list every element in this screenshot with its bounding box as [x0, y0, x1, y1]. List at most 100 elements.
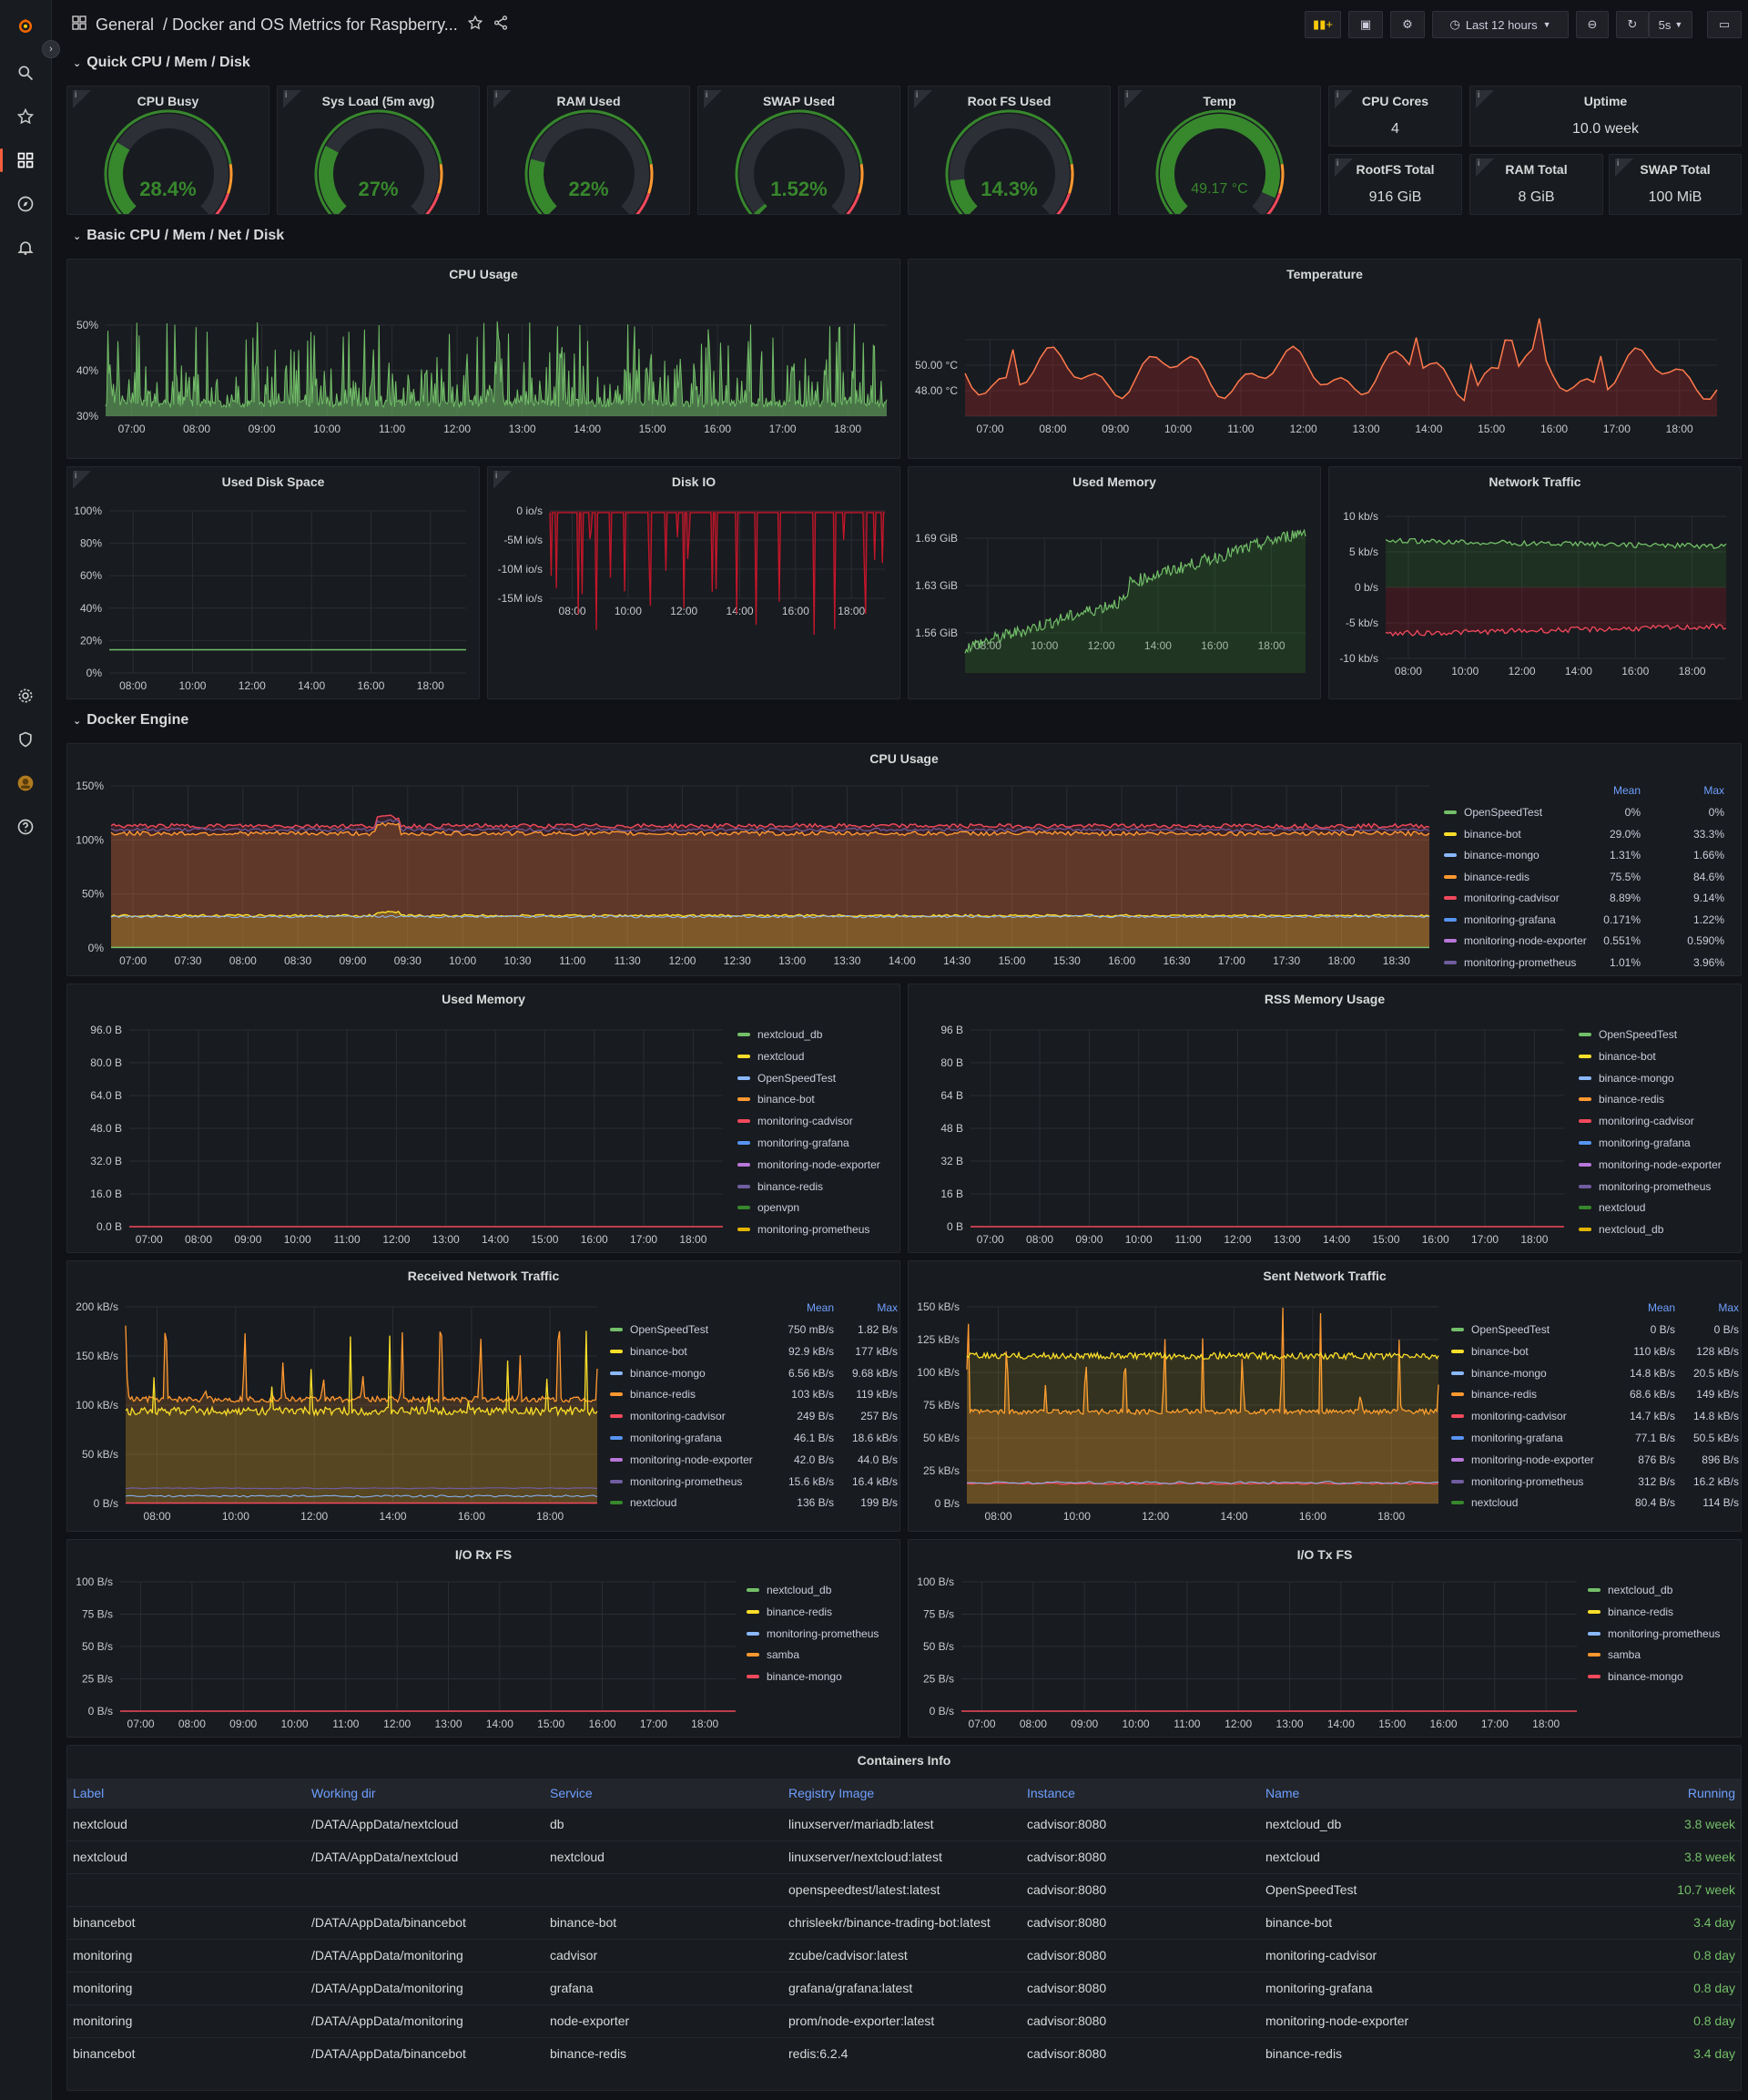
zoom-out-button[interactable]: ⊖: [1576, 11, 1609, 38]
legend-item[interactable]: openvpn: [737, 1201, 799, 1214]
save-dashboard-button[interactable]: ▣: [1348, 11, 1383, 38]
used-disk-panel[interactable]: i Used Disk Space 100% 80% 60% 40% 20% 0% 08:0…: [66, 466, 480, 699]
legend-item[interactable]: monitoring-cadvisor: [737, 1115, 853, 1127]
refresh-interval-picker[interactable]: 5s ▼: [1649, 11, 1692, 38]
docker-rss-panel[interactable]: RSS Memory Usage 96 B 80 B 64 B 48 B 32 B 16 …: [908, 984, 1742, 1253]
legend-item[interactable]: monitoring-grafana: [1451, 1432, 1563, 1444]
column-header[interactable]: Running: [1495, 1779, 1741, 1808]
time-range-picker[interactable]: ◷ Last 12 hours ▼: [1432, 11, 1569, 38]
legend-item[interactable]: monitoring-node-exporter: [1444, 934, 1587, 947]
legend-item[interactable]: OpenSpeedTest: [737, 1072, 836, 1085]
add-panel-button[interactable]: ▮▮+: [1305, 11, 1341, 38]
column-header[interactable]: Name: [1260, 1779, 1495, 1808]
column-header[interactable]: Label: [67, 1779, 306, 1808]
legend-item[interactable]: binance-bot: [1579, 1050, 1656, 1063]
cpu-usage-panel[interactable]: CPU Usage 50% 40% 30% 07:00 08:00 09:00 10:00 1…: [66, 259, 900, 459]
table-row[interactable]: monitoring/DATA/AppData/monitoring node-e…: [67, 2003, 1741, 2037]
gauge-panel[interactable]: i Sys Load (5m avg) 27%: [277, 86, 480, 215]
info-icon[interactable]: i: [493, 90, 512, 108]
legend-item[interactable]: binance-mongo: [1451, 1367, 1547, 1380]
info-icon[interactable]: i: [73, 90, 91, 108]
legend-item[interactable]: monitoring-node-exporter: [610, 1453, 753, 1466]
legend-item[interactable]: samba: [747, 1648, 799, 1661]
info-icon[interactable]: i: [1476, 158, 1494, 177]
legend-item[interactable]: monitoring-prometheus: [1451, 1475, 1583, 1488]
gauge-panel[interactable]: i RAM Used 22%: [487, 86, 690, 215]
explore-icon[interactable]: [15, 193, 36, 215]
legend-mean-header[interactable]: Mean: [1612, 784, 1641, 797]
legend-item[interactable]: nextcloud_db: [747, 1584, 831, 1596]
info-icon[interactable]: i: [1615, 158, 1633, 177]
stat-panel[interactable]: i SWAP Total 100 MiB: [1609, 154, 1742, 215]
docker-iorx-panel[interactable]: I/O Rx FS 100 B/s 75 B/s 50 B/s 25 B/s 0 B/s…: [66, 1539, 900, 1738]
legend-item[interactable]: binance-mongo: [1588, 1670, 1683, 1683]
docker-mem-panel[interactable]: Used Memory 96.0 B 80.0 B 64.0 B 48.0 B 32.0…: [66, 984, 900, 1253]
stat-panel[interactable]: i RootFS Total 916 GiB: [1328, 154, 1462, 215]
legend-item[interactable]: binance-redis: [1444, 871, 1530, 883]
table-row[interactable]: openspeedtest/latest:latest cadvisor:8080…: [67, 1872, 1741, 1906]
legend-item[interactable]: OpenSpeedTest: [610, 1323, 708, 1336]
starred-icon[interactable]: [15, 106, 36, 127]
legend-item[interactable]: monitoring-prometheus: [1444, 956, 1576, 969]
info-icon[interactable]: i: [1476, 90, 1494, 108]
info-icon[interactable]: i: [1335, 90, 1353, 108]
info-icon[interactable]: i: [493, 471, 512, 489]
user-avatar[interactable]: [15, 772, 36, 794]
search-icon[interactable]: [15, 62, 36, 84]
disk-io-panel[interactable]: i Disk IO 0 io/s -5M io/s -10M io/s -15M io…: [487, 466, 900, 699]
refresh-button[interactable]: ↻: [1616, 11, 1649, 38]
temperature-panel[interactable]: Temperature 50.00 °C 48.00 °C 07:00 08:00 09…: [908, 259, 1742, 459]
legend-item[interactable]: binance-redis: [737, 1180, 823, 1193]
gauge-panel[interactable]: i SWAP Used 1.52%: [697, 86, 900, 215]
column-header[interactable]: Working dir: [306, 1779, 544, 1808]
legend-item[interactable]: binance-bot: [1451, 1345, 1529, 1358]
legend-item[interactable]: nextcloud: [1579, 1201, 1645, 1214]
legend-item[interactable]: binance-redis: [1588, 1606, 1673, 1618]
legend-item[interactable]: samba: [1588, 1648, 1641, 1661]
legend-item[interactable]: monitoring-prometheus: [1588, 1627, 1720, 1640]
docker-tx-panel[interactable]: Sent Network Traffic 150 kB/s 125 kB/s 100…: [908, 1260, 1742, 1532]
legend-item[interactable]: monitoring-node-exporter: [737, 1158, 880, 1171]
table-row[interactable]: binancebot/DATA/AppData/binancebot binanc…: [67, 1905, 1741, 1939]
docker-rx-panel[interactable]: Received Network Traffic 200 kB/s 150 kB/…: [66, 1260, 900, 1532]
legend-item[interactable]: monitoring-cadvisor: [1444, 892, 1560, 904]
legend-mean-header[interactable]: Mean: [806, 1301, 834, 1314]
legend-item[interactable]: binance-mongo: [610, 1367, 706, 1380]
gauge-panel[interactable]: i CPU Busy 28.4%: [66, 86, 269, 215]
table-row[interactable]: nextcloud/DATA/AppData/nextcloud db linuxs…: [67, 1807, 1741, 1840]
dashboard-settings-button[interactable]: ⚙: [1390, 11, 1425, 38]
legend-item[interactable]: nextcloud: [737, 1050, 804, 1063]
legend-item[interactable]: monitoring-prometheus: [610, 1475, 742, 1488]
legend-item[interactable]: monitoring-cadvisor: [1451, 1410, 1567, 1422]
legend-max-header[interactable]: Max: [1703, 784, 1724, 797]
containers-info-panel[interactable]: Containers Info Label Working dir Service R…: [66, 1745, 1742, 2091]
legend-max-header[interactable]: Max: [877, 1301, 898, 1314]
star-icon[interactable]: [467, 15, 483, 36]
legend-item[interactable]: binance-redis: [1451, 1388, 1537, 1401]
row-docker[interactable]: ⌄ Docker Engine: [73, 712, 188, 729]
legend-item[interactable]: nextcloud_db: [737, 1028, 822, 1041]
info-icon[interactable]: i: [1124, 90, 1143, 108]
legend-item[interactable]: monitoring-prometheus: [1579, 1180, 1711, 1193]
legend-item[interactable]: OpenSpeedTest: [1451, 1323, 1550, 1336]
legend-item[interactable]: nextcloud: [610, 1496, 676, 1509]
tv-mode-button[interactable]: ▭: [1707, 11, 1742, 38]
shield-icon[interactable]: [15, 729, 36, 750]
legend-item[interactable]: nextcloud_db: [1579, 1223, 1663, 1236]
column-header[interactable]: Registry Image: [783, 1779, 1021, 1808]
legend-item[interactable]: OpenSpeedTest: [1579, 1028, 1677, 1041]
stat-panel[interactable]: i CPU Cores 4: [1328, 86, 1462, 147]
help-icon[interactable]: [15, 816, 36, 838]
table-row[interactable]: binancebot/DATA/AppData/binancebot binanc…: [67, 2036, 1741, 2070]
legend-item[interactable]: monitoring-grafana: [1444, 913, 1556, 926]
row-quick[interactable]: ⌄ Quick CPU / Mem / Disk: [73, 55, 250, 71]
legend-item[interactable]: OpenSpeedTest: [1444, 806, 1542, 819]
docker-cpu-panel[interactable]: CPU Usage 150% 100% 50% 0% 07:00 07:30 08:00 08…: [66, 743, 1742, 976]
stat-panel[interactable]: i Uptime 10.0 week: [1469, 86, 1742, 147]
column-header[interactable]: Service: [544, 1779, 783, 1808]
table-row[interactable]: monitoring/DATA/AppData/monitoring grafan…: [67, 1971, 1741, 2004]
alerting-bell-icon[interactable]: [15, 237, 36, 259]
legend-item[interactable]: monitoring-prometheus: [737, 1223, 869, 1236]
legend-mean-header[interactable]: Mean: [1647, 1301, 1675, 1314]
